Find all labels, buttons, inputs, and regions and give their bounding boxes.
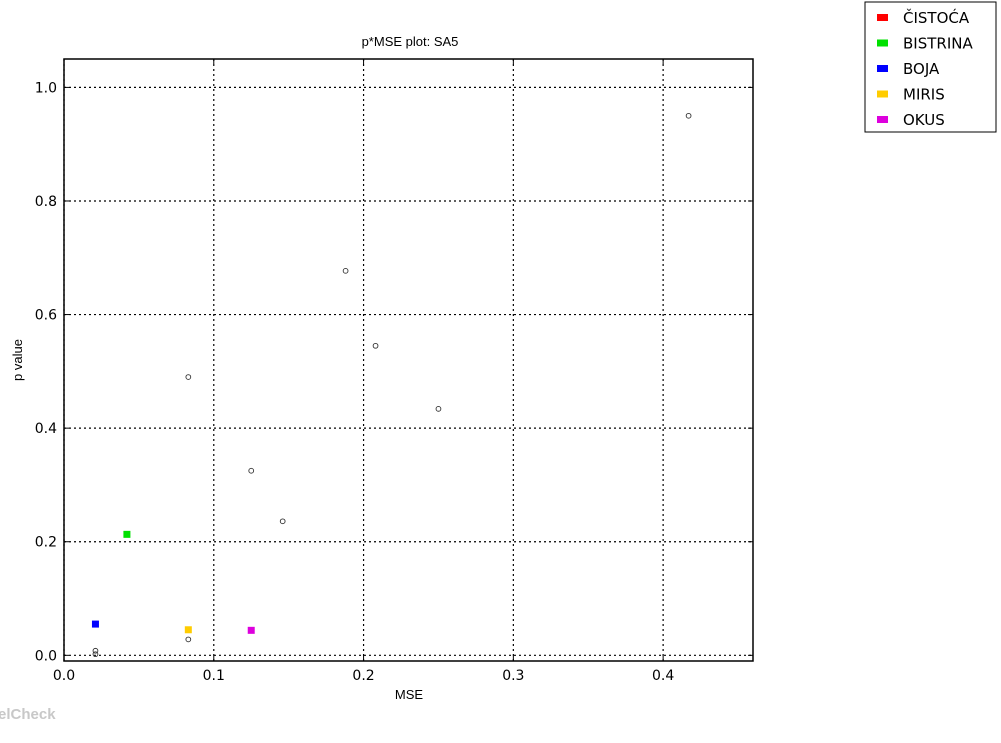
watermark: elCheck <box>0 706 56 723</box>
legend-swatch <box>877 90 888 98</box>
legend-label: ČISTOĆA <box>903 8 970 27</box>
y-tick-label: 0.4 <box>35 421 57 437</box>
x-tick-label: 0.1 <box>203 668 225 684</box>
y-axis-label: p value <box>10 339 25 381</box>
legend-label: OKUS <box>903 111 945 129</box>
chart-title: p*MSE plot: SA5 <box>362 34 459 49</box>
y-tick-label: 0.2 <box>35 535 57 551</box>
background-points <box>92 112 692 658</box>
series-marker <box>123 530 131 538</box>
data-point <box>92 647 99 654</box>
data-point <box>185 374 192 380</box>
grid-lines <box>63 59 753 661</box>
x-tick-label: 0.3 <box>502 668 524 684</box>
legend-swatch <box>877 116 888 123</box>
data-point <box>685 112 692 119</box>
y-tick-label: 1.0 <box>35 80 57 96</box>
axis-ticks: 0.0 0.1 0.2 0.3 0.4 0.0 0.2 0.4 0.6 0.8 1.0 <box>35 59 753 684</box>
legend-swatch <box>877 65 888 72</box>
legend-label: MIRIS <box>903 86 945 104</box>
data-point <box>435 405 442 412</box>
series-marker <box>91 620 99 628</box>
legend: ČISTOĆA BISTRINA BOJA MIRIS OKUS <box>864 1 997 133</box>
data-point <box>372 342 379 349</box>
legend-swatch <box>877 14 888 21</box>
data-point <box>248 467 255 474</box>
data-point <box>279 518 286 525</box>
y-tick-label: 0.0 <box>35 648 57 664</box>
series-points <box>91 530 255 634</box>
y-tick-label: 0.8 <box>35 194 57 210</box>
x-axis-label: MSE <box>395 687 424 702</box>
legend-label: BOJA <box>903 60 940 78</box>
series-marker <box>184 626 192 634</box>
data-point <box>342 267 349 274</box>
x-tick-label: 0.4 <box>652 668 674 684</box>
data-point <box>92 651 99 658</box>
y-tick-label: 0.6 <box>35 308 57 324</box>
x-tick-label: 0.2 <box>352 668 374 684</box>
x-tick-label: 0.0 <box>53 668 75 684</box>
data-point <box>185 636 192 643</box>
series-marker <box>247 626 255 634</box>
plot-area <box>63 58 754 662</box>
legend-swatch <box>877 39 888 47</box>
legend-label: BISTRINA <box>903 35 973 53</box>
